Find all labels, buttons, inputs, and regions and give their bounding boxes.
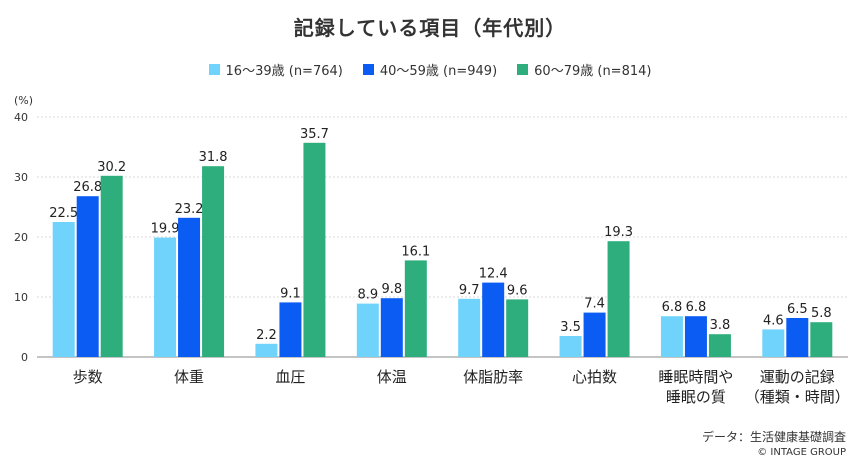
data-label-series0-cat5: 3.5 [560,320,581,335]
x-category-label-7-1: （種類・時間） [745,388,850,406]
data-label-series1-cat4: 12.4 [479,267,508,282]
x-category-label-7-0: 運動の記録 [760,368,835,386]
y-tick-label-0: 0 [21,351,28,364]
y-tick-label-40: 40 [14,111,28,124]
y-axis-unit: (%) [14,94,33,107]
legend-label-60-79: 60〜79歳 (n=814) [534,64,652,79]
bar-series0-cat1 [154,237,177,357]
data-label-series1-cat1: 23.2 [175,202,204,217]
bar-series1-cat7 [786,318,809,357]
data-label-series0-cat0: 22.5 [49,206,78,221]
legend-item-40-59: 40〜59歳 (n=949) [362,60,498,79]
data-label-series2-cat1: 31.8 [199,150,228,165]
bar-series0-cat7 [762,329,785,357]
bar-series2-cat4 [506,299,529,357]
data-label-series2-cat5: 19.3 [604,225,633,240]
x-category-label-2-0: 血圧 [275,368,305,386]
y-tick-label-10: 10 [14,291,28,304]
legend-swatch-16-39 [208,64,220,75]
bar-series1-cat0 [76,196,99,357]
legend-label-16-39: 16〜39歳 (n=764) [225,64,343,79]
bar-series0-cat2 [255,343,278,357]
legend-item-16-39: 16〜39歳 (n=764) [208,60,343,79]
bar-series2-cat3 [404,260,427,357]
data-label-series2-cat4: 9.6 [507,283,528,298]
legend-label-40-59: 40〜59歳 (n=949) [379,64,498,79]
bar-series2-cat1 [202,166,225,357]
data-label-series1-cat7: 6.5 [787,302,808,317]
data-source: データ：生活健康基礎調査 [701,430,846,444]
bar-series1-cat4 [482,282,505,357]
data-label-series0-cat7: 4.6 [763,313,784,328]
x-category-label-1-0: 体重 [174,368,204,386]
data-label-series1-cat2: 9.1 [280,286,301,301]
data-label-series0-cat3: 8.9 [357,288,378,303]
x-category-label-0-0: 歩数 [73,368,103,386]
y-tick-label-20: 20 [14,231,28,244]
x-category-label-5-0: 心拍数 [572,368,617,386]
bar-series1-cat6 [684,316,707,357]
bar-series1-cat1 [178,217,201,357]
bar-series2-cat0 [100,175,123,357]
bar-series2-cat6 [708,334,731,357]
copyright: © INTAGE GROUP [757,447,846,458]
data-label-series2-cat7: 5.8 [811,306,832,321]
data-label-series0-cat2: 2.2 [256,328,277,343]
data-label-series1-cat5: 7.4 [584,297,605,312]
bar-series0-cat3 [356,303,379,357]
data-label-series1-cat0: 26.8 [73,180,102,195]
y-tick-label-30: 30 [14,171,28,184]
data-label-series2-cat2: 35.7 [300,127,329,142]
data-label-series0-cat6: 6.8 [662,300,683,315]
bar-series1-cat2 [279,302,302,357]
data-label-series2-cat6: 3.8 [710,318,731,333]
bar-series2-cat5 [607,241,630,357]
legend-swatch-40-59 [362,64,374,75]
legend-swatch-60-79 [517,64,529,75]
data-label-series2-cat3: 16.1 [401,244,430,259]
data-label-series1-cat3: 9.8 [381,282,402,297]
bar-series0-cat0 [52,222,75,357]
bar-series1-cat3 [380,298,403,357]
bar-series0-cat6 [660,316,683,357]
bar-series2-cat7 [810,322,833,357]
bar-series2-cat2 [303,142,326,357]
data-label-series0-cat4: 9.7 [459,283,480,298]
chart-title: 記録している項目（年代別） [293,16,567,40]
legend-item-60-79: 60〜79歳 (n=814) [517,60,651,79]
data-label-series1-cat6: 6.8 [686,300,707,315]
bar-series1-cat5 [583,312,606,357]
data-label-series2-cat0: 30.2 [97,160,126,175]
x-category-label-4-0: 体脂肪率 [463,368,523,386]
data-label-series0-cat1: 19.9 [151,222,180,237]
x-category-label-6-1: 睡眠の質 [666,388,726,406]
x-category-label-6-0: 睡眠時間や [658,368,733,386]
legend: 16〜39歳 (n=764) 40〜59歳 (n=949) 60〜79歳 (n=… [0,60,860,79]
x-category-label-3-0: 体温 [377,368,407,386]
bar-series0-cat4 [458,298,481,357]
bar-series0-cat5 [559,336,582,357]
